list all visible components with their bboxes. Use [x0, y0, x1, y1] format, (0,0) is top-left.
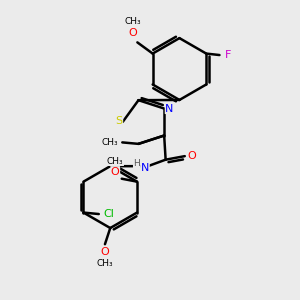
Text: CH₃: CH₃ [124, 17, 141, 26]
Text: H: H [134, 159, 140, 168]
Text: CH₃: CH₃ [97, 259, 113, 268]
Text: Cl: Cl [104, 209, 115, 219]
Text: N: N [165, 103, 174, 113]
Text: S: S [116, 116, 123, 126]
Text: CH₃: CH₃ [102, 138, 118, 147]
Text: N: N [141, 163, 149, 172]
Text: O: O [100, 248, 109, 257]
Text: O: O [188, 151, 197, 161]
Text: CH₃: CH₃ [107, 157, 124, 166]
Text: F: F [224, 50, 231, 60]
Text: O: O [111, 167, 120, 177]
Text: O: O [128, 28, 137, 38]
